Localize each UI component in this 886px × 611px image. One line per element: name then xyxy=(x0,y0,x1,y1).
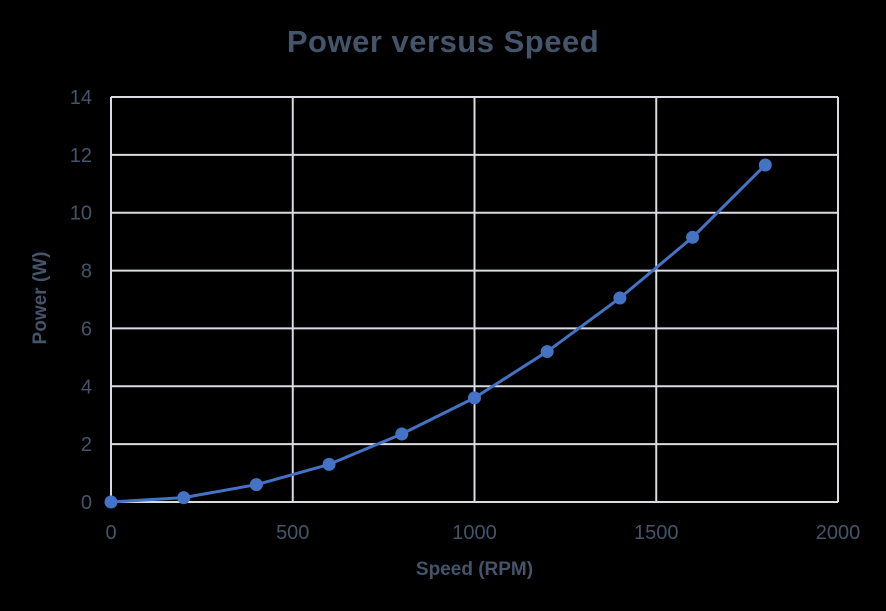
data-point-marker xyxy=(395,427,409,441)
data-point-marker xyxy=(177,491,191,505)
x-axis-title: Speed (RPM) xyxy=(415,559,534,580)
y-axis-tick-label: 4 xyxy=(81,376,92,398)
y-axis-tick-label: 2 xyxy=(81,434,92,456)
data-point-marker xyxy=(686,230,700,244)
chart-title: Power versus Speed xyxy=(286,24,600,59)
y-axis-tick-label: 12 xyxy=(70,145,92,167)
y-axis-tick-label: 14 xyxy=(70,87,92,109)
data-point-marker xyxy=(468,391,481,405)
x-axis-tick-label: 0 xyxy=(105,522,116,544)
data-point-marker xyxy=(322,457,336,471)
x-axis-tick-label: 1000 xyxy=(452,522,497,544)
y-axis-tick-label: 0 xyxy=(81,492,92,514)
x-axis-tick-label: 1500 xyxy=(634,522,679,544)
data-point-marker xyxy=(249,478,263,492)
x-axis-tick-label: 2000 xyxy=(816,522,861,544)
data-point-marker xyxy=(104,495,118,509)
y-axis-tick-label: 8 xyxy=(81,261,92,283)
y-axis-tick-label: 10 xyxy=(70,203,92,225)
data-point-marker xyxy=(540,345,554,359)
y-axis-tick-label: 6 xyxy=(81,318,92,340)
x-axis-tick-label: 500 xyxy=(276,522,309,544)
series-line xyxy=(109,163,767,504)
data-point-marker xyxy=(758,158,772,172)
data-point-marker xyxy=(613,291,627,305)
